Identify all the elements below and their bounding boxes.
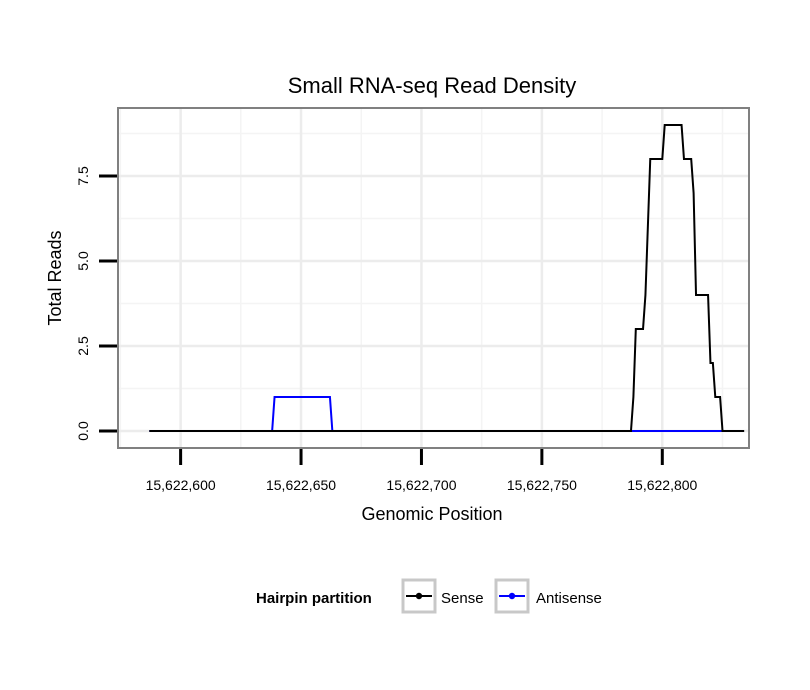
legend: Hairpin partition Sense Antisense [256, 578, 602, 614]
legend-entry-antisense: Antisense [494, 578, 602, 614]
x-axis: 15,622,600 15,622,650 15,622,700 15,622,750… [146, 449, 698, 493]
legend-label-antisense: Antisense [536, 590, 602, 607]
x-tick-label-0: 15,622,600 [146, 477, 216, 493]
legend-key-point [508, 592, 516, 600]
x-tick-label-3: 15,622,750 [507, 477, 577, 493]
plot-panel-border [117, 107, 750, 449]
series-layer [149, 124, 745, 432]
chart-title: Small RNA-seq Read Density [288, 73, 577, 98]
x-tick-label-2: 15,622,700 [386, 477, 456, 493]
x-tick-label-1: 15,622,650 [266, 477, 336, 493]
y-tick-label-2: 5.0 [75, 251, 91, 271]
y-axis-title: Total Reads [45, 230, 65, 325]
x-axis-title: Genomic Position [361, 504, 502, 524]
series-line-sense [149, 124, 745, 432]
y-tick-label-0: 0.0 [75, 421, 91, 441]
legend-entry-sense: Sense [401, 578, 484, 614]
y-tick-label-3: 7.5 [75, 166, 91, 186]
legend-title: Hairpin partition [256, 590, 372, 607]
y-axis: 0.0 2.5 5.0 7.5 [75, 166, 117, 441]
legend-label-sense: Sense [441, 590, 484, 607]
x-tick-label-4: 15,622,800 [627, 477, 697, 493]
legend-key-point [415, 592, 423, 600]
y-tick-label-1: 2.5 [75, 336, 91, 356]
